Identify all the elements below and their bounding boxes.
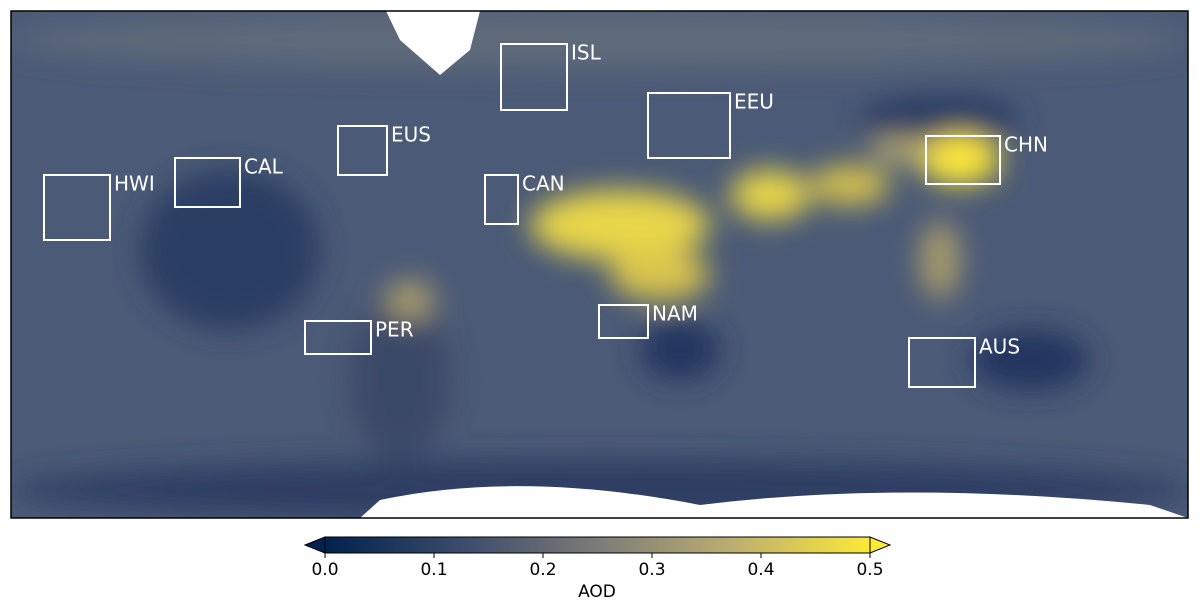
colorbar-label: AOD [578, 582, 616, 602]
no-data-greenland [386, 11, 480, 75]
region-box [174, 157, 241, 208]
region-box [908, 337, 976, 388]
colorbar-tick-label: 0.5 [856, 560, 883, 580]
region-label: CAN [522, 172, 565, 196]
region-box [598, 304, 649, 339]
region-box [925, 135, 1001, 185]
region-label: HWI [114, 172, 155, 196]
region-label: AUS [979, 335, 1020, 359]
region-label: EEU [734, 90, 774, 114]
colorbar-under-arrow [303, 536, 326, 554]
region-box [647, 92, 731, 159]
region-label: EUS [391, 123, 431, 147]
map-frame [10, 10, 1189, 519]
region-box [484, 174, 519, 225]
region-label: CAL [244, 155, 284, 179]
no-data-antarctica [360, 486, 1188, 518]
colorbar-tick-label: 0.1 [420, 560, 447, 580]
region-box [500, 43, 568, 111]
colorbar-tick-label: 0.0 [311, 560, 338, 580]
colorbar-tick-label: 0.2 [529, 560, 556, 580]
regions: ISL EEU EUS CHN CAL HWI CAN PER NAM AUS [43, 41, 1048, 388]
region-label: NAM [652, 302, 698, 326]
region-box [337, 125, 388, 176]
colorbar-tick-label: 0.3 [638, 560, 665, 580]
region-label: CHN [1004, 133, 1048, 157]
region-box [43, 174, 111, 241]
map-field [11, 11, 1188, 518]
colorbar-ramp [324, 536, 871, 554]
region-box [304, 320, 372, 355]
colorbar-over-arrow [869, 536, 892, 554]
colorbar: AOD 0.0 0.1 0.2 0.3 0.4 0.5 [303, 536, 892, 602]
colorbar-tick-label: 0.4 [747, 560, 774, 580]
region-label: PER [375, 318, 414, 342]
region-label: ISL [571, 41, 602, 65]
